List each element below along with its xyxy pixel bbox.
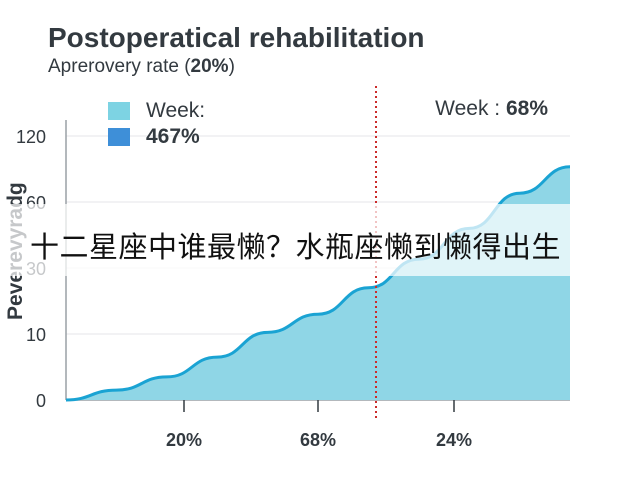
legend-item-week: Week: [108,99,206,122]
x-tick-label: 68% [300,430,336,450]
legend-swatch-week [108,102,130,120]
series-area [66,166,570,400]
chart-title: Postoperatical rehabilitation [48,22,425,53]
chart-subtitle: Aprerovery rate (20%) [48,56,235,77]
legend-item-value: 467% [108,125,200,148]
legend-label-value: 467% [146,125,200,148]
legend-swatch-value [108,128,130,146]
marker-value: 68% [505,97,548,120]
caption-banner [0,204,570,276]
subtitle-value: 20% [190,56,229,77]
legend-label-week: Week: [146,99,206,122]
y-tick-label: 120 [16,127,46,147]
y-tick-label: 10 [26,325,46,345]
y-tick-label: 0 [36,391,46,411]
marker-label: Week : 68% [435,97,548,120]
x-tick-label: 20% [166,430,202,450]
x-tick-label: 24% [436,430,472,450]
overlay-caption: 十二星座中谁最懒？水瓶座懒到懒得出生 [30,232,562,264]
